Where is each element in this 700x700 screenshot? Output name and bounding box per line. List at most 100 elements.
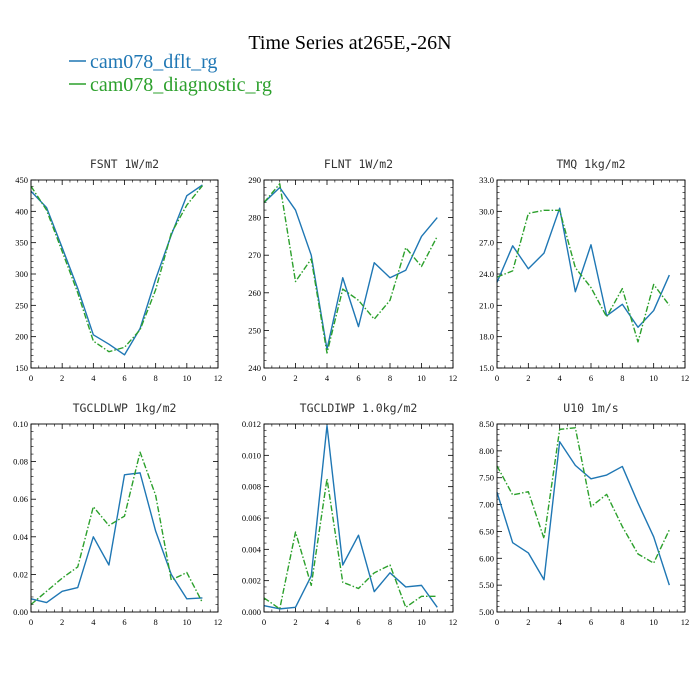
panel-title: TGCLDIWP 1.0kg/m2 xyxy=(300,401,418,415)
x-tick-label: 12 xyxy=(214,373,223,383)
y-tick-label: 0.012 xyxy=(242,419,261,429)
x-tick-label: 12 xyxy=(681,373,690,383)
y-tick-label: 18.0 xyxy=(479,332,494,342)
plot-frame xyxy=(30,179,219,369)
y-tick-label: 6.50 xyxy=(479,526,494,536)
x-tick-label: 12 xyxy=(449,617,458,627)
x-tick-label: 0 xyxy=(29,373,33,383)
legend-label-diagnostic: cam078_diagnostic_rg xyxy=(90,74,272,96)
series-line-diagnostic xyxy=(30,451,204,606)
y-tick-label: 250 xyxy=(15,300,28,310)
legend-label-dflt: cam078_dflt_rg xyxy=(90,51,217,73)
x-tick-label: 4 xyxy=(325,373,330,383)
chart-panel-4: TGCLDLWP 1kg/m2 0 2 4 6 8 10 12 0.00 0.02 0.04 0.06… xyxy=(13,401,222,627)
y-tick-label: 290 xyxy=(248,175,261,185)
x-tick-label: 0 xyxy=(262,617,266,627)
y-tick-label: 7.50 xyxy=(479,473,494,483)
x-tick-label: 12 xyxy=(681,617,690,627)
y-tick-label: 400 xyxy=(15,206,28,216)
x-tick-label: 0 xyxy=(495,617,499,627)
panels: FSNT 1W/m20 2 4 6 8 10 12150200250300350400450… xyxy=(13,157,689,627)
x-tick-label: 2 xyxy=(60,617,64,627)
x-tick-label: 2 xyxy=(293,617,297,627)
x-tick-label: 12 xyxy=(449,373,458,383)
series-line-diagnostic xyxy=(496,209,670,343)
y-tick-label: 0.06 xyxy=(13,494,28,504)
x-tick-label: 10 xyxy=(183,617,192,627)
y-tick-label: 0.000 xyxy=(242,607,261,617)
y-tick-label: 0.02 xyxy=(13,569,28,579)
x-tick-label: 6 xyxy=(122,617,126,627)
series-line-diagnostic xyxy=(263,478,438,610)
y-tick-label: 6.00 xyxy=(479,553,494,563)
series-line-diagnostic xyxy=(496,427,670,564)
y-tick-label: 0.00 xyxy=(13,607,28,617)
plot-frame xyxy=(496,423,686,613)
x-tick-label: 4 xyxy=(558,373,563,383)
plot-frame xyxy=(496,179,686,369)
x-tick-label: 0 xyxy=(29,617,33,627)
panel-title: TGCLDLWP 1kg/m2 xyxy=(73,401,177,415)
chart-panel-2: FLNT 1W/m2 0 2 4 6 8 10 12 240 250 260 270 280 290 xyxy=(248,157,457,383)
series-line-dflt xyxy=(30,472,203,604)
y-tick-label: 0.004 xyxy=(242,544,262,554)
x-tick-label: 0 xyxy=(262,373,266,383)
y-tick-label: 200 xyxy=(15,332,28,342)
x-tick-label: 4 xyxy=(325,617,330,627)
x-tick-label: 2 xyxy=(60,373,64,383)
x-tick-label: 4 xyxy=(91,373,96,383)
x-tick-label: 8 xyxy=(154,617,158,627)
y-tick-label: 250 xyxy=(248,325,261,335)
y-tick-label: 21.0 xyxy=(479,300,494,310)
x-tick-label: 4 xyxy=(558,617,563,627)
y-tick-label: 27.0 xyxy=(479,238,494,248)
figure-title: Time Series at265E,-26N xyxy=(248,32,451,54)
y-tick-label: 0.08 xyxy=(13,457,28,467)
series-line-dflt xyxy=(496,207,670,328)
y-tick-label: 240 xyxy=(248,363,261,373)
chart-panel-3: TMQ 1kg/m2 0 2 4 6 8 10 12 15.0 18.0 21.0 24.0 27.0 3… xyxy=(479,157,689,383)
y-tick-label: 15.0 xyxy=(479,363,494,373)
y-tick-label: 30.0 xyxy=(479,206,494,216)
series-line-dflt xyxy=(263,424,438,610)
x-tick-label: 10 xyxy=(649,617,658,627)
x-tick-label: 2 xyxy=(293,373,297,383)
panel-title: TMQ 1kg/m2 xyxy=(556,157,625,171)
x-tick-label: 2 xyxy=(526,373,530,383)
y-tick-label: 8.00 xyxy=(479,446,494,456)
y-tick-label: 450 xyxy=(15,175,28,185)
y-tick-label: 280 xyxy=(248,213,261,223)
y-tick-label: 350 xyxy=(15,238,28,248)
y-tick-label: 0.04 xyxy=(13,532,29,542)
y-tick-label: 5.50 xyxy=(479,580,494,590)
x-tick-label: 2 xyxy=(526,617,530,627)
chart-panel-5: TGCLDIWP 1.0kg/m2 0 2 4 6 8 10 12 0.000 0.002 0.00… xyxy=(242,401,457,627)
plot-frame xyxy=(263,179,454,369)
y-tick-label: 270 xyxy=(248,250,261,260)
chart-panel-1: FSNT 1W/m2 0 2 4 6 8 10 12 150 200 250 300 350 400 450 xyxy=(15,157,222,383)
x-tick-label: 8 xyxy=(620,373,624,383)
x-tick-label: 6 xyxy=(589,373,593,383)
x-tick-label: 6 xyxy=(122,373,126,383)
legend: cam078_dflt_rg cam078_diagnostic_rg xyxy=(69,51,272,96)
x-tick-label: 6 xyxy=(356,617,360,627)
x-tick-label: 8 xyxy=(620,617,624,627)
x-tick-label: 8 xyxy=(388,617,392,627)
x-tick-label: 6 xyxy=(589,617,593,627)
series-line-dflt xyxy=(263,186,438,350)
chart-panel-6: U10 1m/s 0 2 4 6 8 10 12 5.00 5.50 6.00 6.50 7.00 7.5… xyxy=(479,401,689,627)
y-tick-label: 24.0 xyxy=(479,269,494,279)
y-tick-label: 5.00 xyxy=(479,607,494,617)
y-tick-label: 8.50 xyxy=(479,419,494,429)
x-tick-label: 8 xyxy=(388,373,392,383)
panel-title: U10 1m/s xyxy=(563,401,618,415)
x-tick-label: 10 xyxy=(183,373,192,383)
series-line-dflt xyxy=(496,441,670,586)
y-tick-label: 7.00 xyxy=(479,500,494,510)
y-tick-label: 150 xyxy=(15,363,28,373)
x-tick-label: 0 xyxy=(495,373,499,383)
series-line-diagnostic xyxy=(263,183,438,354)
panel-title: FLNT 1W/m2 xyxy=(324,157,393,171)
y-tick-label: 0.010 xyxy=(242,450,261,460)
